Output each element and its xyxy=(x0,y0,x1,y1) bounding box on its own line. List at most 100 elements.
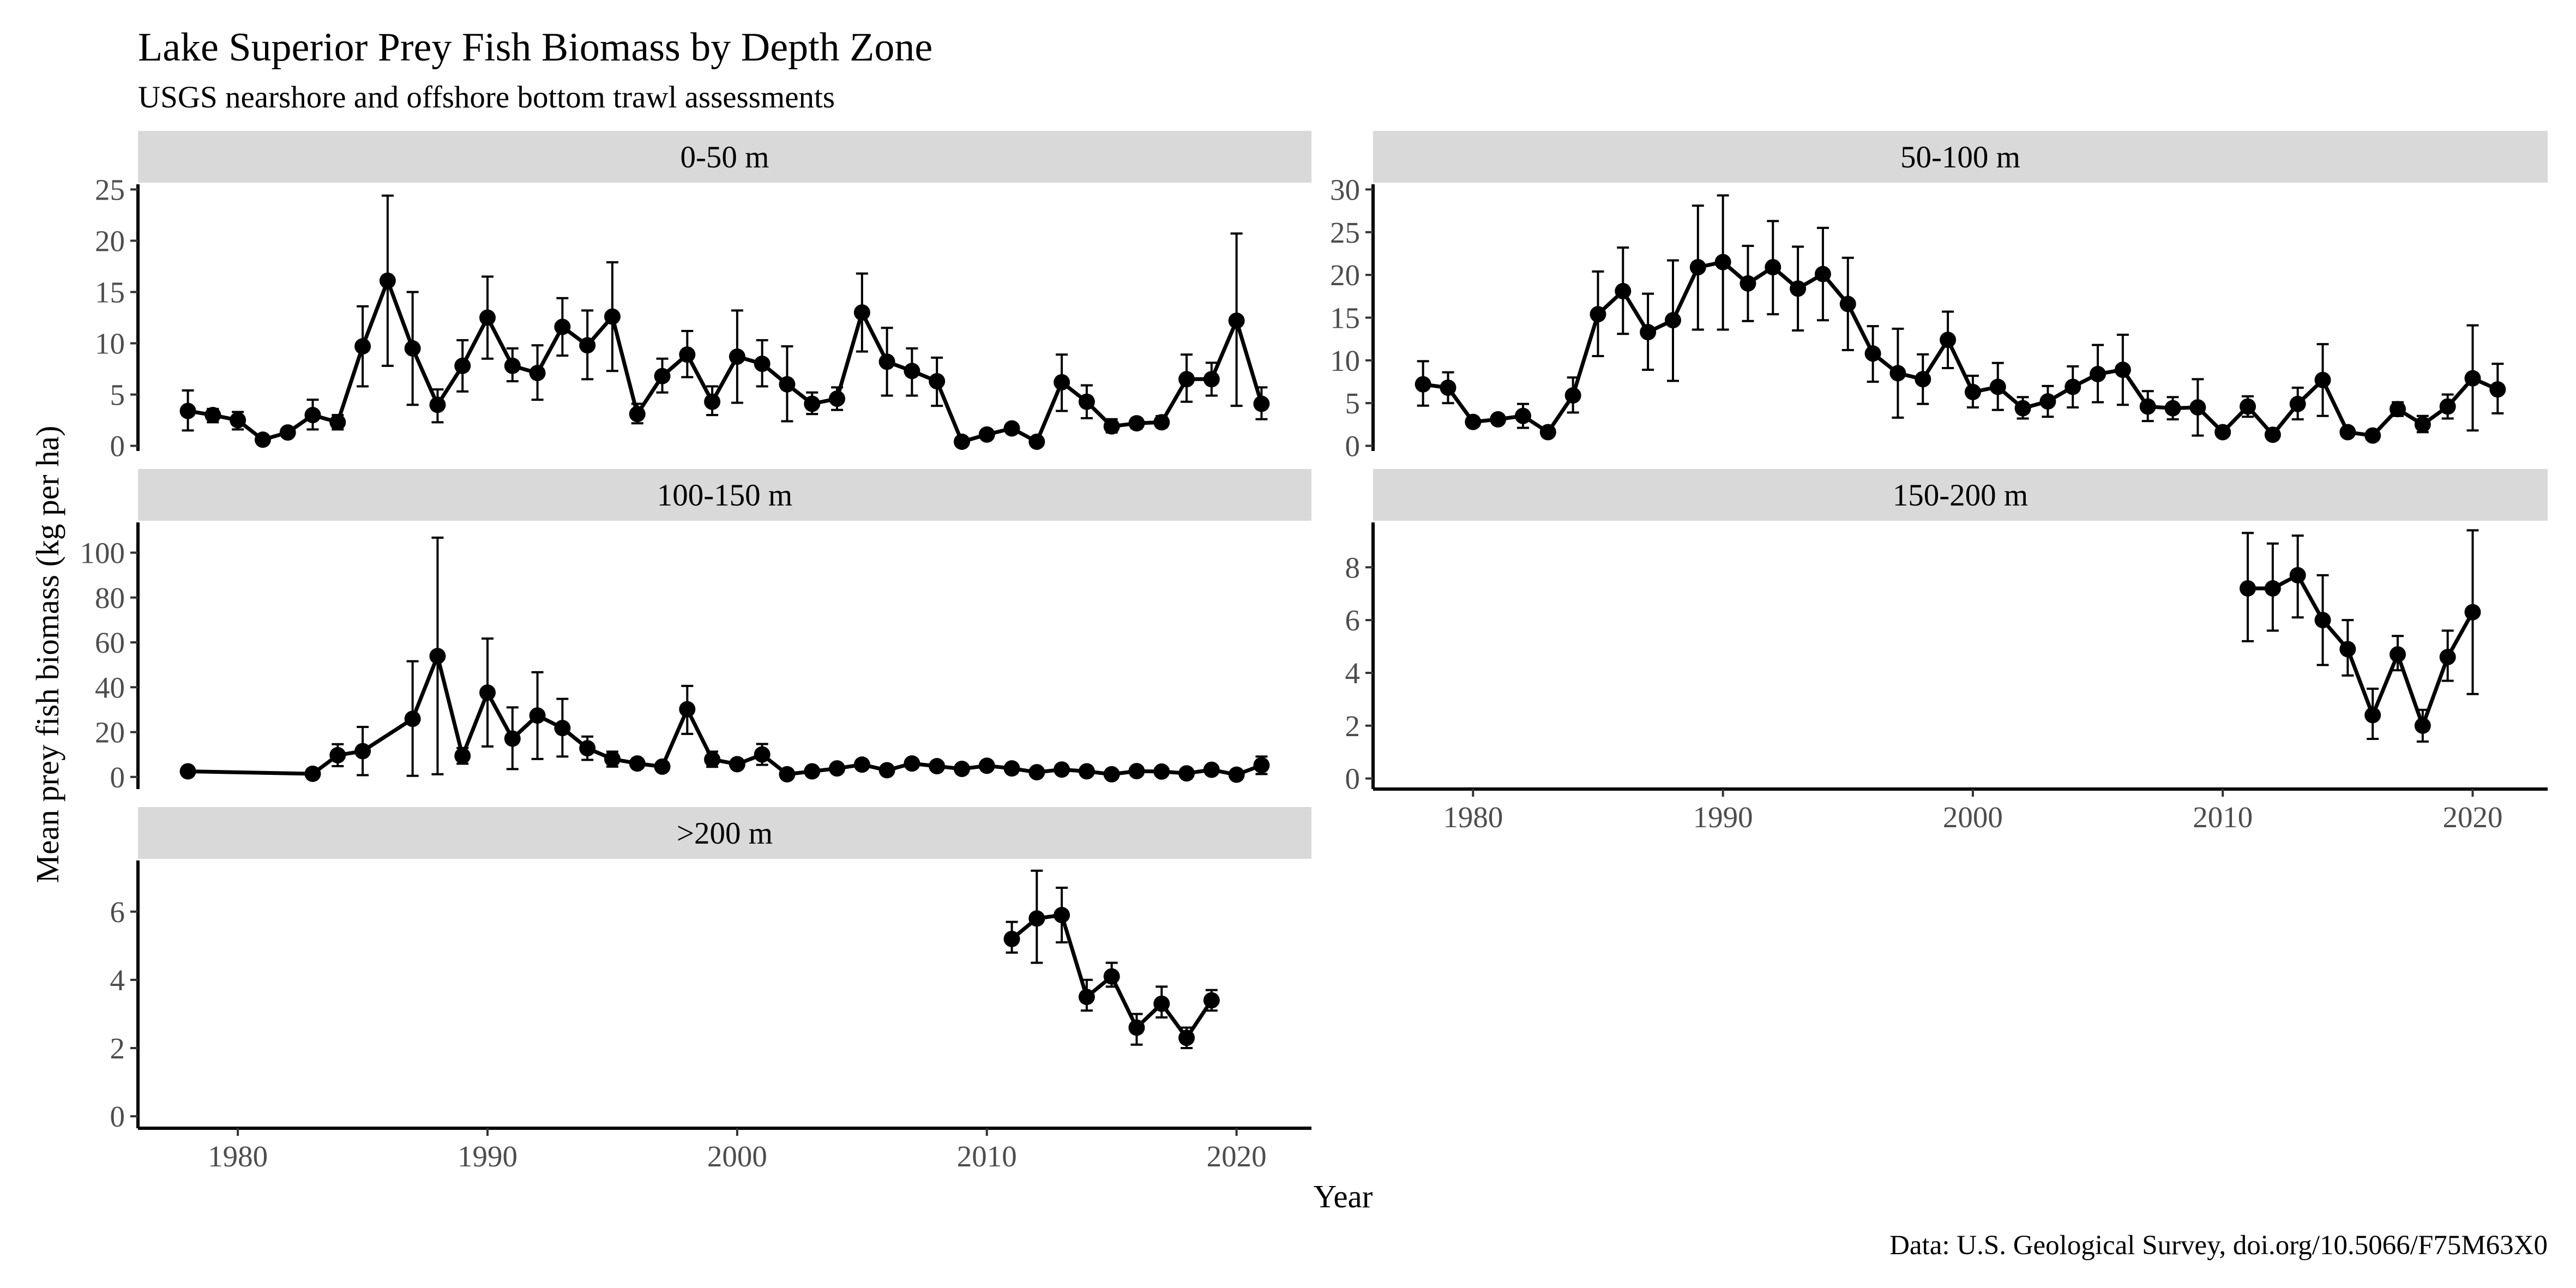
data-point xyxy=(1864,345,1881,362)
data-point xyxy=(279,424,296,441)
facet-strip-label: 50-100 m xyxy=(1900,140,2020,174)
data-point xyxy=(1078,989,1095,1006)
data-point xyxy=(1103,766,1120,783)
data-point xyxy=(1765,259,1781,276)
data-point xyxy=(354,743,371,760)
y-tick-label: 4 xyxy=(110,964,125,997)
data-point xyxy=(1003,930,1020,947)
data-point xyxy=(1103,968,1120,985)
data-point xyxy=(2439,398,2456,415)
y-tick-label: 20 xyxy=(95,716,125,749)
data-point xyxy=(1078,393,1095,410)
data-point xyxy=(2464,604,2481,621)
data-caption: Data: U.S. Geological Survey, doi.org/10… xyxy=(1889,1230,2548,1261)
data-point xyxy=(204,407,221,424)
data-point xyxy=(1153,414,1170,431)
data-point xyxy=(654,758,671,775)
data-point xyxy=(2065,378,2081,395)
data-point xyxy=(629,755,646,772)
data-point xyxy=(604,308,621,325)
y-tick-label: 0 xyxy=(1345,430,1361,463)
y-tick-label: 60 xyxy=(95,626,125,659)
data-point xyxy=(704,393,721,410)
data-point xyxy=(429,396,446,413)
y-axis-label: Mean prey fish biomass (kg per ha) xyxy=(29,426,65,883)
data-point xyxy=(2289,567,2306,583)
data-point xyxy=(978,757,995,774)
y-tick-label: 10 xyxy=(95,327,125,360)
data-point xyxy=(1615,282,1632,299)
facet-strip xyxy=(1373,469,2548,521)
data-point xyxy=(2439,648,2456,665)
data-point xyxy=(479,309,496,326)
data-point xyxy=(1564,387,1581,404)
y-tick-label: 6 xyxy=(1345,604,1361,637)
facet-panel: >200 m 0 2 4 6 1980 1990 2000 2010 2020 xyxy=(110,807,1311,1173)
data-point xyxy=(1940,332,1957,348)
x-tick-label: 2000 xyxy=(1943,801,2003,834)
y-tick-label: 8 xyxy=(1345,551,1361,584)
data-point xyxy=(829,390,846,407)
facet-strip-label: 150-200 m xyxy=(1893,478,2029,513)
data-point xyxy=(1003,420,1020,437)
data-point xyxy=(1964,383,1981,400)
data-point xyxy=(1054,907,1070,924)
data-point xyxy=(2039,393,2056,410)
facet-panel: 150-200 m 0 2 4 6 8 1980 1990 2000 2010 2020 xyxy=(1345,469,2548,834)
facet-panel: 50-100 m 0 5 10 15 20 25 30 xyxy=(1330,131,2548,463)
facet-strip-label: >200 m xyxy=(677,816,773,851)
data-point xyxy=(1054,761,1070,778)
data-point xyxy=(1203,992,1220,1009)
data-point xyxy=(2414,416,2431,433)
data-point xyxy=(1714,254,1731,270)
data-point xyxy=(2090,365,2106,382)
data-point xyxy=(1153,995,1170,1012)
data-point xyxy=(1590,306,1606,323)
data-point xyxy=(404,711,421,727)
data-point xyxy=(2014,400,2031,417)
data-point xyxy=(1028,910,1045,927)
data-point xyxy=(1915,371,1931,388)
data-point xyxy=(579,740,596,757)
y-tick-label: 25 xyxy=(95,173,125,206)
y-tick-label: 20 xyxy=(95,224,125,257)
data-point xyxy=(1128,415,1145,432)
data-point xyxy=(1153,763,1170,780)
data-point xyxy=(1253,395,1270,412)
data-point xyxy=(2214,424,2231,441)
data-point xyxy=(2464,370,2481,387)
data-point xyxy=(2390,646,2406,663)
data-point xyxy=(679,346,696,363)
data-point xyxy=(978,426,995,443)
x-tick-label: 1980 xyxy=(208,1140,268,1173)
data-point xyxy=(629,406,646,423)
data-point xyxy=(1740,275,1756,292)
data-point xyxy=(2240,398,2256,415)
data-point xyxy=(1178,371,1195,388)
series-line xyxy=(188,279,1263,444)
data-point xyxy=(604,750,621,767)
data-point xyxy=(904,755,920,772)
chart-subtitle: USGS nearshore and offshore bottom trawl… xyxy=(138,80,835,115)
y-tick-label: 2 xyxy=(110,1032,125,1065)
data-point xyxy=(454,748,471,765)
data-point xyxy=(429,648,446,665)
data-point xyxy=(1640,324,1657,341)
data-point xyxy=(2164,400,2181,417)
data-point xyxy=(379,272,396,289)
facet-strip-label: 0-50 m xyxy=(680,140,769,174)
y-tick-label: 0 xyxy=(110,430,125,463)
data-point xyxy=(878,762,895,779)
data-point xyxy=(2240,580,2256,597)
data-point xyxy=(679,701,696,718)
data-point xyxy=(1203,761,1220,778)
y-tick-label: 4 xyxy=(1345,657,1361,690)
data-point xyxy=(454,357,471,374)
facet-strip xyxy=(1373,131,2548,183)
series-line xyxy=(188,654,1262,777)
y-tick-label: 25 xyxy=(1330,216,1360,249)
facet-panel: 0-50 m 0 5 10 15 20 25 xyxy=(95,131,1311,463)
data-point xyxy=(554,318,571,335)
x-axis-label: Year xyxy=(1314,1178,1373,1214)
